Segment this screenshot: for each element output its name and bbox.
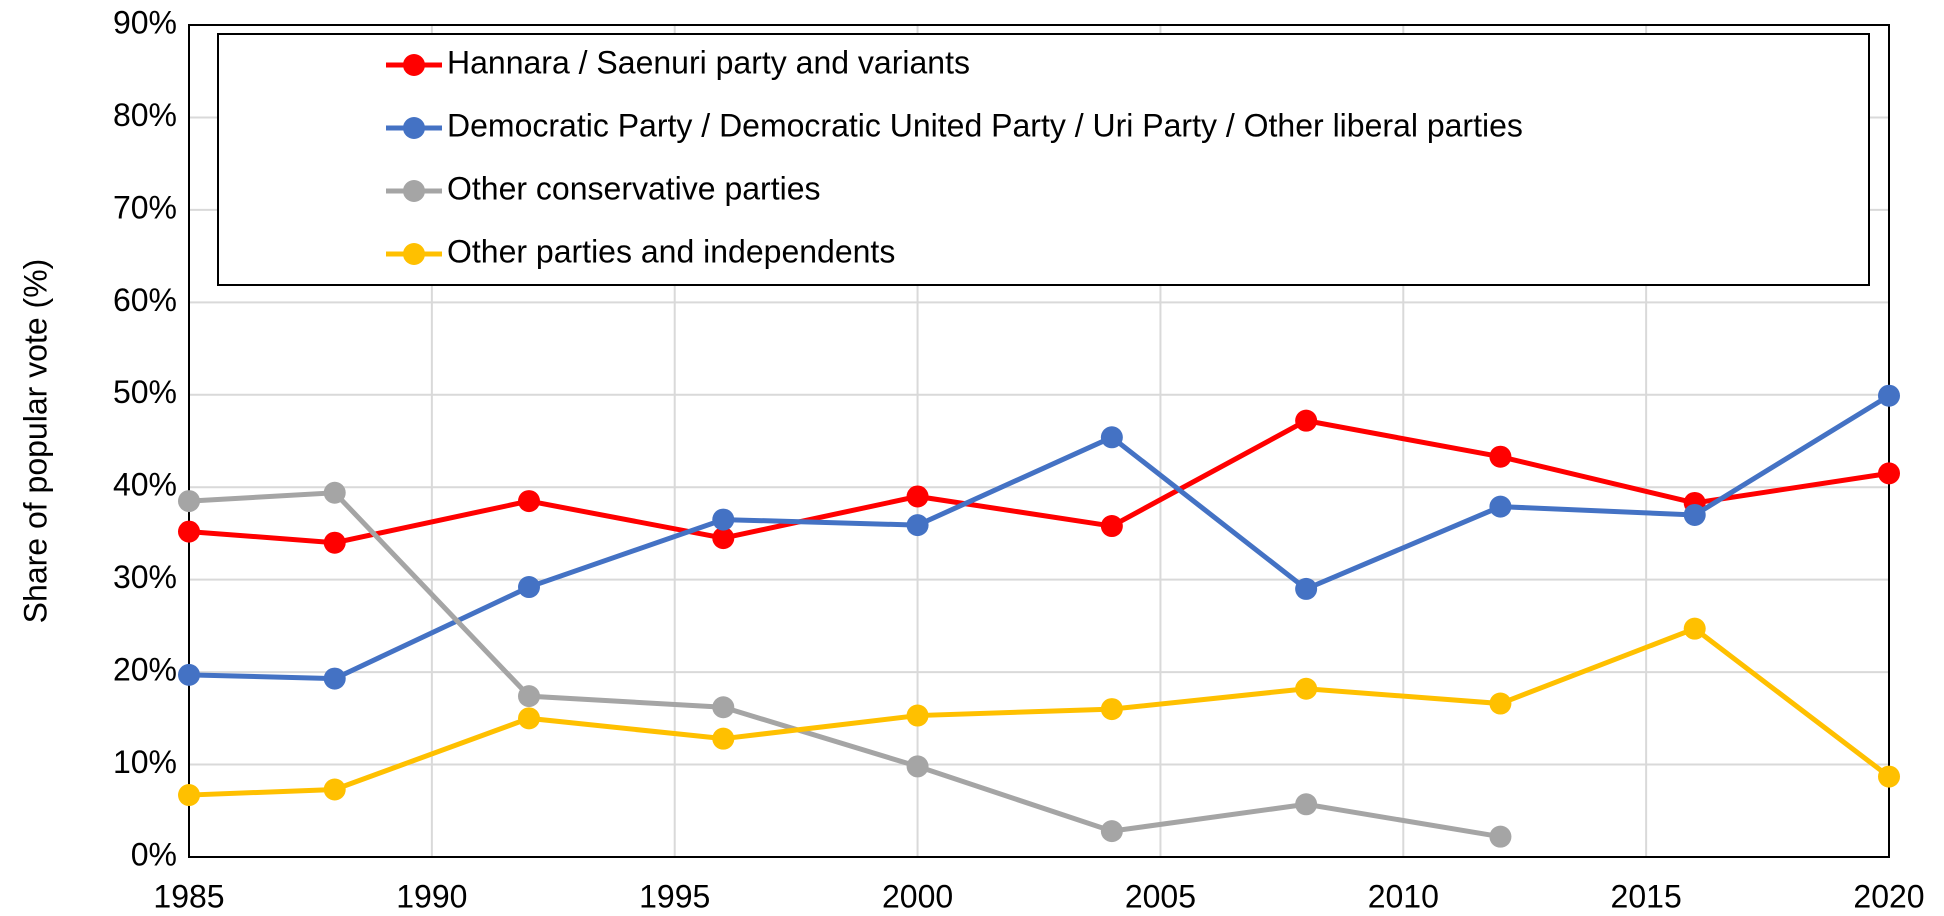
data-point bbox=[1295, 577, 1318, 600]
data-point bbox=[323, 481, 346, 504]
legend-box bbox=[217, 33, 1870, 286]
data-point bbox=[1100, 820, 1123, 843]
legend-marker bbox=[403, 117, 425, 139]
legend-marker bbox=[403, 180, 425, 202]
legend-label: Other conservative parties bbox=[447, 170, 821, 206]
data-point bbox=[712, 508, 735, 531]
data-point bbox=[518, 490, 540, 513]
legend-marker bbox=[403, 243, 425, 265]
data-point bbox=[518, 685, 540, 708]
data-point bbox=[1100, 515, 1123, 538]
data-point bbox=[1683, 617, 1706, 640]
legend-marker bbox=[403, 54, 425, 76]
data-point bbox=[518, 707, 540, 730]
data-point bbox=[323, 667, 346, 690]
data-point bbox=[178, 490, 200, 513]
y-tick-label: 90% bbox=[113, 4, 177, 40]
legend-label: Hannara / Saenuri party and variants bbox=[447, 44, 970, 80]
x-tick-label: 2020 bbox=[1853, 878, 1924, 914]
data-point bbox=[178, 663, 200, 686]
x-tick-label: 1995 bbox=[639, 878, 710, 914]
y-tick-label: 50% bbox=[113, 374, 177, 410]
y-axis-title: Share of popular vote (%) bbox=[17, 259, 53, 624]
data-point bbox=[1100, 426, 1123, 449]
legend-label: Other parties and independents bbox=[447, 233, 895, 269]
data-point bbox=[518, 576, 540, 599]
data-point bbox=[1683, 503, 1706, 526]
data-point bbox=[1295, 677, 1318, 700]
data-point bbox=[1878, 462, 1900, 485]
data-point bbox=[323, 531, 346, 554]
data-point bbox=[906, 514, 929, 537]
y-tick-label: 80% bbox=[113, 97, 177, 133]
x-tick-label: 2015 bbox=[1611, 878, 1682, 914]
data-point bbox=[1100, 698, 1123, 721]
data-point bbox=[1489, 495, 1512, 518]
x-tick-label: 1990 bbox=[396, 878, 467, 914]
y-tick-label: 40% bbox=[113, 467, 177, 503]
data-point bbox=[178, 784, 200, 807]
y-tick-label: 20% bbox=[113, 652, 177, 688]
x-tick-label: 1985 bbox=[153, 878, 224, 914]
data-point bbox=[178, 520, 200, 543]
legend-label: Democratic Party / Democratic United Par… bbox=[447, 107, 1523, 143]
series-line bbox=[188, 490, 1501, 840]
plot-border bbox=[188, 24, 1890, 858]
y-tick-label: 30% bbox=[113, 559, 177, 595]
data-point bbox=[1295, 793, 1318, 816]
data-point bbox=[906, 704, 929, 727]
series-line bbox=[188, 393, 1891, 682]
x-tick-label: 2005 bbox=[1125, 878, 1196, 914]
y-tick-label: 10% bbox=[113, 744, 177, 780]
data-point bbox=[712, 527, 735, 550]
data-point bbox=[712, 727, 735, 750]
data-point bbox=[1489, 692, 1512, 715]
x-tick-label: 2000 bbox=[882, 878, 953, 914]
y-tick-label: 0% bbox=[131, 836, 177, 872]
data-point bbox=[1489, 445, 1512, 468]
series-line bbox=[188, 418, 1890, 546]
data-point bbox=[1295, 409, 1318, 432]
data-point bbox=[906, 485, 929, 508]
data-point bbox=[323, 778, 346, 801]
data-point bbox=[712, 696, 735, 719]
y-tick-label: 60% bbox=[113, 282, 177, 318]
y-tick-label: 70% bbox=[113, 189, 177, 225]
data-point bbox=[906, 755, 929, 778]
data-point bbox=[1878, 384, 1900, 407]
series-line bbox=[188, 625, 1891, 798]
data-point bbox=[1489, 825, 1512, 848]
x-tick-label: 2010 bbox=[1368, 878, 1439, 914]
data-point bbox=[1878, 765, 1900, 788]
